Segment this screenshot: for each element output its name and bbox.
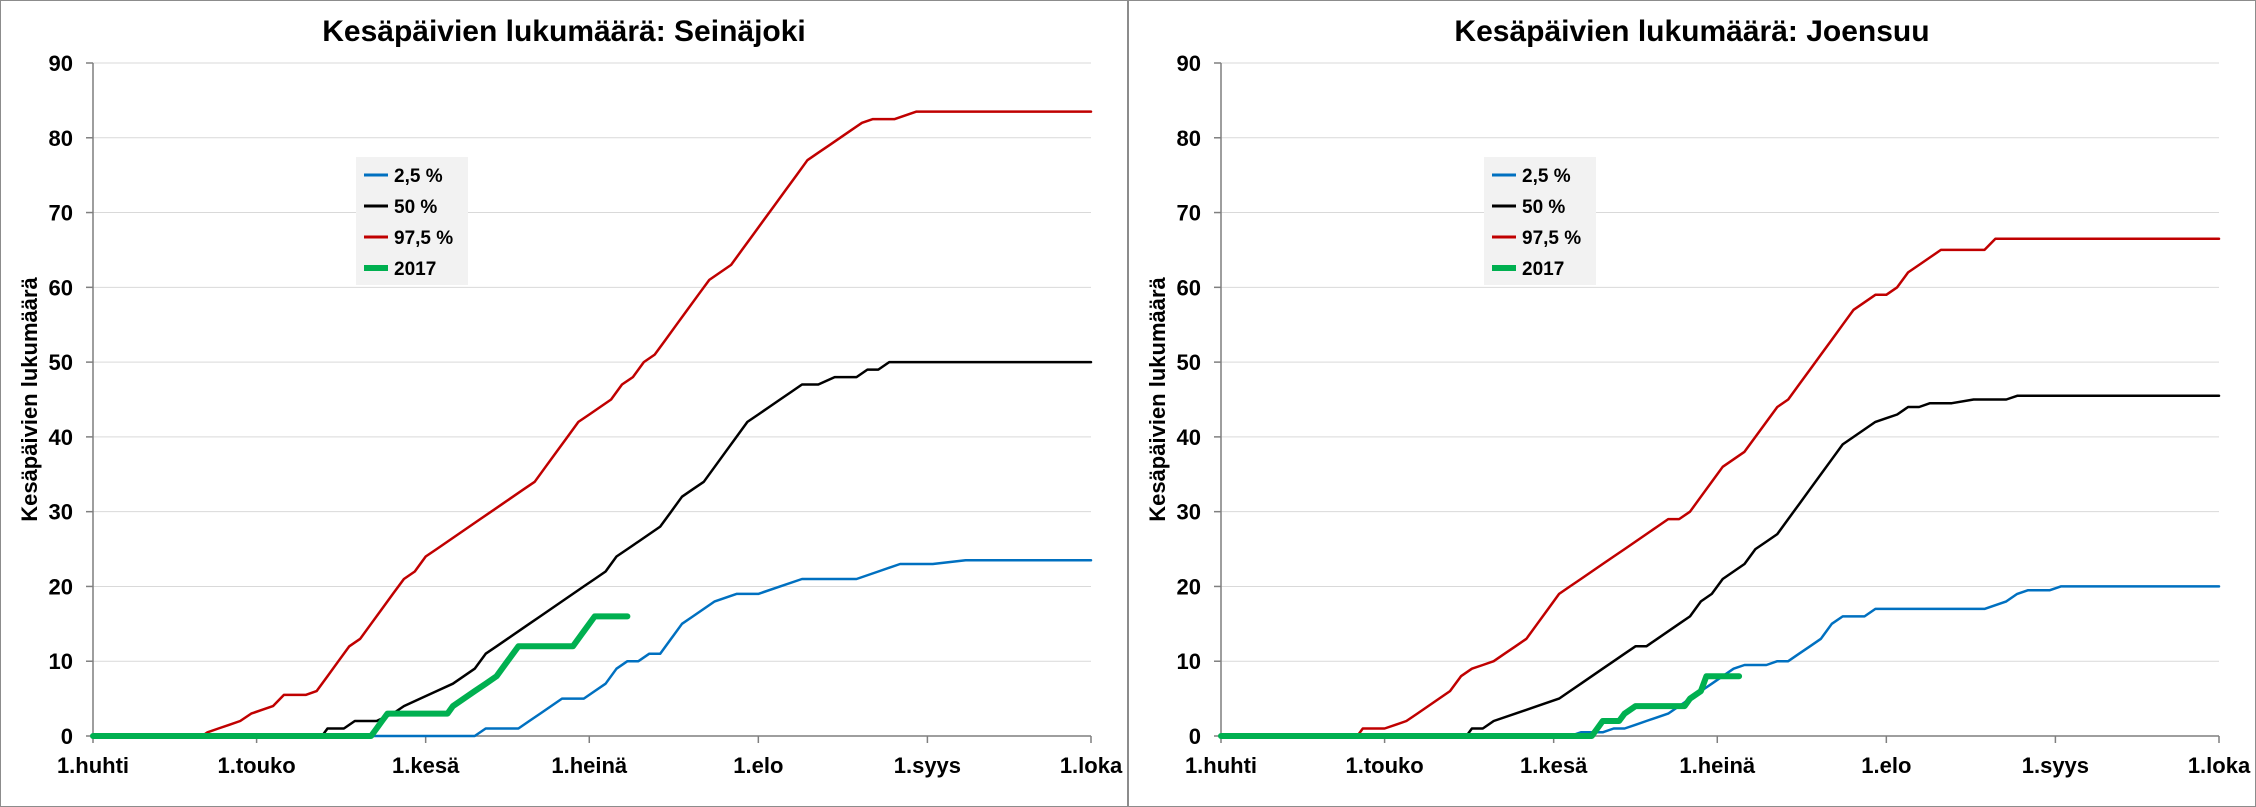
x-tick-label: 1.huhti <box>1185 753 1257 778</box>
legend-box <box>1484 157 1596 285</box>
x-tick-label: 1.elo <box>733 753 783 778</box>
y-tick-label: 60 <box>49 275 73 300</box>
y-tick-label: 20 <box>49 574 73 599</box>
series-line-1 <box>91 360 1093 738</box>
x-tick-label: 1.heinä <box>551 753 628 778</box>
chart-svg-seinajoki: Kesäpäivien lukumäärä: Seinäjoki 0 10 20 30 4… <box>17 15 1123 778</box>
x-tick-label: 1.kesä <box>1520 753 1588 778</box>
y-tick-label: 0 <box>61 724 73 749</box>
legend-label: 50 % <box>1522 197 1565 218</box>
gridlines <box>93 62 1091 662</box>
legend: 2,5 % 50 % 97,5 % 2017 <box>356 157 468 285</box>
chart-panel-seinajoki: Kesäpäivien lukumäärä: Seinäjoki 0 10 20 30 4… <box>0 0 1128 807</box>
x-tick-label: 1.elo <box>1861 753 1911 778</box>
y-tick-label: 90 <box>49 51 73 76</box>
y-tick-label: 20 <box>1177 574 1201 599</box>
y-tick-label: 40 <box>49 425 73 450</box>
y-axis-label: Kesäpäivien lukumäärä <box>1145 276 1170 521</box>
legend-label: 2,5 % <box>394 166 443 187</box>
x-tick-label: 1.huhti <box>57 753 129 778</box>
legend-label: 50 % <box>394 197 437 218</box>
chart-title: Kesäpäivien lukumäärä: Seinäjoki <box>322 15 806 48</box>
legend-label: 2017 <box>1522 259 1564 280</box>
x-tick-label: 1.loka <box>1060 753 1123 778</box>
y-tick-label: 10 <box>49 649 73 674</box>
legend-box <box>356 157 468 285</box>
legend: 2,5 % 50 % 97,5 % 2017 <box>1484 157 1596 285</box>
y-tick-label: 80 <box>49 126 73 151</box>
gridlines <box>1221 62 2219 662</box>
y-tick-label: 50 <box>49 350 73 375</box>
series-line-3 <box>1218 673 1743 739</box>
y-tick-label: 10 <box>1177 649 1201 674</box>
x-tick-label: 1.touko <box>217 753 295 778</box>
y-tick-label: 50 <box>1177 350 1201 375</box>
series-line-2 <box>91 110 1093 738</box>
x-tick-label: 1.touko <box>1345 753 1423 778</box>
chart-title: Kesäpäivien lukumäärä: Joensuu <box>1454 15 1929 48</box>
series-line-3 <box>90 613 631 739</box>
x-tick-label: 1.syys <box>2022 753 2089 778</box>
y-tick-label: 70 <box>1177 201 1201 226</box>
y-axis-label: Kesäpäivien lukumäärä <box>17 276 42 521</box>
y-tick-label: 90 <box>1177 51 1201 76</box>
y-tick-label: 0 <box>1189 724 1201 749</box>
y-tick-label: 30 <box>1177 500 1201 525</box>
y-tick-label: 60 <box>1177 275 1201 300</box>
series-line-2 <box>1219 237 2221 738</box>
series-line-0 <box>91 559 1093 738</box>
legend-label: 97,5 % <box>1522 228 1581 249</box>
legend-label: 2017 <box>394 259 436 280</box>
y-tick-label: 80 <box>1177 126 1201 151</box>
y-tick-label: 40 <box>1177 425 1201 450</box>
x-tick-label: 1.heinä <box>1679 753 1756 778</box>
legend-label: 2,5 % <box>1522 166 1571 187</box>
chart-panel-joensuu: Kesäpäivien lukumäärä: Joensuu 0 10 20 30 40 5… <box>1128 0 2256 807</box>
x-tick-label: 1.syys <box>894 753 961 778</box>
y-tick-label: 30 <box>49 500 73 525</box>
series-line-0 <box>1219 585 2221 738</box>
y-tick-label: 70 <box>49 201 73 226</box>
series-line-1 <box>1219 394 2221 738</box>
legend-label: 97,5 % <box>394 228 453 249</box>
x-tick-label: 1.loka <box>2188 753 2251 778</box>
x-tick-label: 1.kesä <box>392 753 460 778</box>
chart-svg-joensuu: Kesäpäivien lukumäärä: Joensuu 0 10 20 30 40 5… <box>1145 15 2251 778</box>
